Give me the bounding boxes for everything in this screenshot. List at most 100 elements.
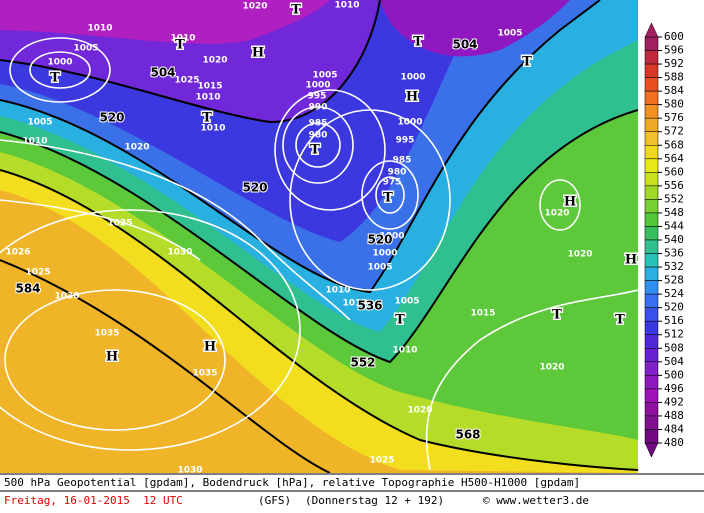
isobar-label: 1020 xyxy=(567,250,592,260)
colorbar-label: 584 xyxy=(664,84,684,97)
isobar-label: 990 xyxy=(309,103,328,113)
isobar-label: 1020 xyxy=(407,406,432,416)
isobar-label: 1005 xyxy=(497,29,522,39)
isobar-label: 1020 xyxy=(242,2,267,12)
colorbar-label: 592 xyxy=(664,57,684,70)
colorbar-label: 504 xyxy=(664,355,684,368)
colorbar-box xyxy=(644,226,659,241)
colorbar-label: 556 xyxy=(664,179,684,192)
colorbar-box xyxy=(644,212,659,227)
map xyxy=(0,0,639,474)
colorbar-label: 596 xyxy=(664,44,684,57)
isobar-label: 1020 xyxy=(539,363,564,373)
footer-source: © www.wetter3.de xyxy=(483,494,589,507)
colorbar-box xyxy=(644,375,659,390)
isobar-label: 1010 xyxy=(170,34,195,44)
isobar-label: 1020 xyxy=(544,209,569,219)
isobar-label: 1000 xyxy=(400,73,425,83)
isobar-label: 980 xyxy=(309,131,328,141)
colorbar-label: 528 xyxy=(664,274,684,287)
colorbar-box xyxy=(644,199,659,214)
colorbar-label: 544 xyxy=(664,219,684,232)
isobar-label: 1010 xyxy=(392,346,417,356)
pressure-center: H xyxy=(564,195,576,210)
colorbar-label: 548 xyxy=(664,206,684,219)
colorbar-label: 500 xyxy=(664,368,684,381)
colorbar-label: 508 xyxy=(664,341,684,354)
height-label: 504 xyxy=(452,38,477,52)
colorbar-label: 488 xyxy=(664,409,684,422)
colorbar-label: 496 xyxy=(664,382,684,395)
isobar-label: 1010 xyxy=(325,286,350,296)
colorbar-box xyxy=(644,104,659,119)
isobar-label: 1030 xyxy=(167,248,192,258)
colorbar-box xyxy=(644,320,659,335)
footer-date: Freitag, 16-01-2015 12 UTC xyxy=(4,494,183,507)
isobar-label: 1005 xyxy=(73,44,98,54)
colorbar-box xyxy=(644,239,659,254)
colorbar-label: 568 xyxy=(664,138,684,151)
footer-run: (Donnerstag 12 + 192) xyxy=(305,494,444,507)
isobar-label: 1025 xyxy=(107,219,132,229)
isobar-label: 1010 xyxy=(334,1,359,11)
colorbar-label: 516 xyxy=(664,314,684,327)
isobar-label: 1010 xyxy=(22,137,47,147)
isobar-label: 1000 xyxy=(305,81,330,91)
isobar-label: 1020 xyxy=(124,143,149,153)
colorbar-box xyxy=(644,280,659,295)
isobar-label: 1015 xyxy=(197,82,222,92)
colorbar-label: 572 xyxy=(664,125,684,138)
colorbar-box xyxy=(644,388,659,403)
footer-description: 500 hPa Geopotential [gpdam], Bodendruck… xyxy=(4,476,580,489)
colorbar-box xyxy=(644,63,659,78)
colorbar-box xyxy=(644,266,659,281)
pressure-center: H xyxy=(625,253,637,268)
isobar-label: 1035 xyxy=(94,329,119,339)
isobar-label: 1035 xyxy=(192,369,217,379)
colorbar-box xyxy=(644,50,659,65)
pressure-center: H xyxy=(106,350,118,365)
isobar-label: 1025 xyxy=(25,268,50,278)
isobar-label: 995 xyxy=(396,136,415,146)
isobar-label: 1025 xyxy=(369,456,394,466)
colorbar-label: 540 xyxy=(664,233,684,246)
isobar-label: 1010 xyxy=(87,24,112,34)
isobar-label: 1000 xyxy=(379,232,404,242)
height-label: 568 xyxy=(455,428,480,442)
colorbar-box xyxy=(644,131,659,146)
pressure-center: T xyxy=(615,313,625,328)
colorbar-label: 524 xyxy=(664,287,684,300)
colorbar-box xyxy=(644,402,659,417)
colorbar-box xyxy=(644,415,659,430)
height-label: 520 xyxy=(242,181,267,195)
pressure-center: T xyxy=(395,313,405,328)
pressure-center: T xyxy=(175,38,185,53)
colorbar-label: 480 xyxy=(664,436,684,449)
pressure-center: T xyxy=(413,35,423,50)
isobar-label: 1000 xyxy=(47,58,72,68)
isobar-label: 985 xyxy=(393,156,412,166)
isobar-label: 995 xyxy=(308,92,327,102)
height-label: 520 xyxy=(367,233,392,247)
colorbar-label: 564 xyxy=(664,152,684,165)
pressure-center: T xyxy=(552,308,562,323)
height-label: 552 xyxy=(350,356,375,370)
colorbar-label: 536 xyxy=(664,247,684,260)
colorbar-box xyxy=(644,334,659,349)
isobar-label: 1025 xyxy=(174,76,199,86)
pressure-center: T xyxy=(383,191,393,206)
colorbar-box xyxy=(644,145,659,160)
isobar-label: 1005 xyxy=(367,263,392,273)
isobar-label: 1030 xyxy=(177,466,202,476)
isobar-label: 1010 xyxy=(200,124,225,134)
isobar-label: 975 xyxy=(383,178,402,188)
colorbar-box xyxy=(644,90,659,105)
isobar-label: 1005 xyxy=(312,71,337,81)
isobar-label: 980 xyxy=(388,168,407,178)
pressure-center: T xyxy=(50,71,60,86)
colorbar-label: 532 xyxy=(664,260,684,273)
isobar-label: 1015 xyxy=(342,299,367,309)
colorbar-box xyxy=(644,77,659,92)
colorbar-label: 484 xyxy=(664,422,684,435)
pressure-center: H xyxy=(406,90,418,105)
